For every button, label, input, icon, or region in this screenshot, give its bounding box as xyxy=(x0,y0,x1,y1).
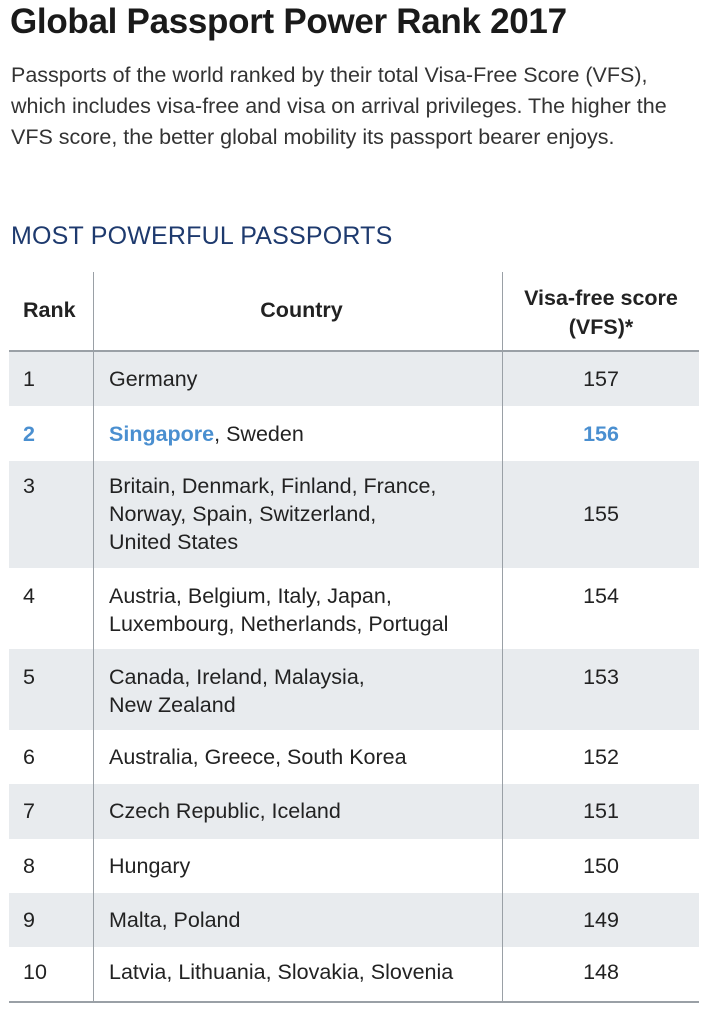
country-line: Australia, Greece, South Korea xyxy=(109,745,407,769)
country-line: Canada, Ireland, Malaysia, xyxy=(109,665,365,689)
score-cell: 154 xyxy=(583,584,619,608)
score-cell: 148 xyxy=(583,960,619,984)
score-cell: 155 xyxy=(583,502,619,526)
column-divider xyxy=(93,893,94,947)
country-cell: Singapore, Sweden xyxy=(109,420,494,448)
country-cell: Hungary xyxy=(109,852,494,880)
column-divider xyxy=(502,839,503,893)
table-row: 8 Hungary 150 xyxy=(9,839,699,893)
table-row: 3 Britain, Denmark, Finland, France, Norwa… xyxy=(9,461,699,568)
column-divider xyxy=(502,893,503,947)
column-divider xyxy=(93,352,94,406)
column-divider xyxy=(502,272,503,350)
country-line: New Zealand xyxy=(109,693,236,717)
score-cell: 156 xyxy=(583,422,619,446)
country-line: Malta, Poland xyxy=(109,908,241,932)
country-line: Singapore, Sweden xyxy=(109,422,304,446)
rank-cell: 2 xyxy=(23,422,35,446)
country-cell: Germany xyxy=(109,365,494,393)
column-divider xyxy=(93,730,94,784)
column-divider xyxy=(502,947,503,1001)
country-line: Czech Republic, Iceland xyxy=(109,799,341,823)
column-divider xyxy=(93,947,94,1001)
country-cell: Austria, Belgium, Italy, Japan, Luxembour… xyxy=(109,582,494,638)
rank-cell: 7 xyxy=(23,799,35,823)
header-score: Visa-free score (VFS)* xyxy=(524,286,678,339)
country-cell: Czech Republic, Iceland xyxy=(109,797,494,825)
country-line: United States xyxy=(109,530,239,554)
country-line: Britain, Denmark, Finland, France, xyxy=(109,474,437,498)
table-row: 10 Latvia, Lithuania, Slovakia, Slovenia 1… xyxy=(9,947,699,1001)
column-divider xyxy=(93,406,94,461)
column-divider xyxy=(93,568,94,649)
passport-table: Rank Country Visa-free score (VFS)* 1 Ger… xyxy=(9,272,699,1003)
column-divider xyxy=(502,352,503,406)
column-divider xyxy=(502,406,503,461)
page-title: Global Passport Power Rank 2017 xyxy=(10,2,567,41)
column-divider xyxy=(93,272,94,350)
country-cell: Latvia, Lithuania, Slovakia, Slovenia xyxy=(109,958,494,986)
header-rule xyxy=(9,350,699,352)
country-line: Hungary xyxy=(109,854,191,878)
column-divider xyxy=(93,649,94,730)
score-cell: 149 xyxy=(583,908,619,932)
country-line: Norway, Spain, Switzerland, xyxy=(109,502,377,526)
table-row: 2 Singapore, Sweden 156 xyxy=(9,406,699,461)
column-divider xyxy=(502,730,503,784)
header-rank: Rank xyxy=(23,298,76,322)
table-row: 1 Germany 157 xyxy=(9,352,699,406)
score-cell: 150 xyxy=(583,854,619,878)
score-cell: 153 xyxy=(583,665,619,689)
table-body: 1 Germany 157 2 Singapore, Sweden 156 3 Britain… xyxy=(9,352,699,1001)
country-cell: Malta, Poland xyxy=(109,906,494,934)
column-divider xyxy=(93,839,94,893)
rank-cell: 1 xyxy=(23,367,35,391)
column-divider xyxy=(502,461,503,568)
rank-cell: 5 xyxy=(23,665,35,689)
table-row: 9 Malta, Poland 149 xyxy=(9,893,699,947)
rank-cell: 6 xyxy=(23,745,35,769)
score-cell: 152 xyxy=(583,745,619,769)
column-divider xyxy=(93,461,94,568)
country-line: Germany xyxy=(109,367,198,391)
table-row: 7 Czech Republic, Iceland 151 xyxy=(9,784,699,839)
country-cell: Britain, Denmark, Finland, France, Norway… xyxy=(109,472,494,556)
section-title: MOST POWERFUL PASSPORTS xyxy=(11,222,393,250)
column-divider xyxy=(502,649,503,730)
column-divider xyxy=(502,568,503,649)
table-row: 5 Canada, Ireland, Malaysia, New Zealand 15… xyxy=(9,649,699,730)
score-cell: 157 xyxy=(583,367,619,391)
country-line: Latvia, Lithuania, Slovakia, Slovenia xyxy=(109,960,454,984)
rank-cell: 4 xyxy=(23,584,35,608)
country-cell: Canada, Ireland, Malaysia, New Zealand xyxy=(109,663,494,719)
rank-cell: 3 xyxy=(23,474,35,498)
score-cell: 151 xyxy=(583,799,619,823)
header-country: Country xyxy=(260,298,343,322)
page-subtitle: Passports of the world ranked by their t… xyxy=(11,63,667,149)
country-cell: Australia, Greece, South Korea xyxy=(109,743,494,771)
table-header: Rank Country Visa-free score (VFS)* xyxy=(9,272,699,350)
highlighted-country: Singapore xyxy=(109,422,215,446)
table-row: 4 Austria, Belgium, Italy, Japan, Luxembou… xyxy=(9,568,699,649)
table-row: 6 Australia, Greece, South Korea 152 xyxy=(9,730,699,784)
bottom-rule xyxy=(9,1001,699,1003)
column-divider xyxy=(502,784,503,839)
country-line: Austria, Belgium, Italy, Japan, xyxy=(109,584,392,608)
rank-cell: 10 xyxy=(23,960,47,984)
rank-cell: 9 xyxy=(23,908,35,932)
country-line: Luxembourg, Netherlands, Portugal xyxy=(109,612,449,636)
rank-cell: 8 xyxy=(23,854,35,878)
column-divider xyxy=(93,784,94,839)
